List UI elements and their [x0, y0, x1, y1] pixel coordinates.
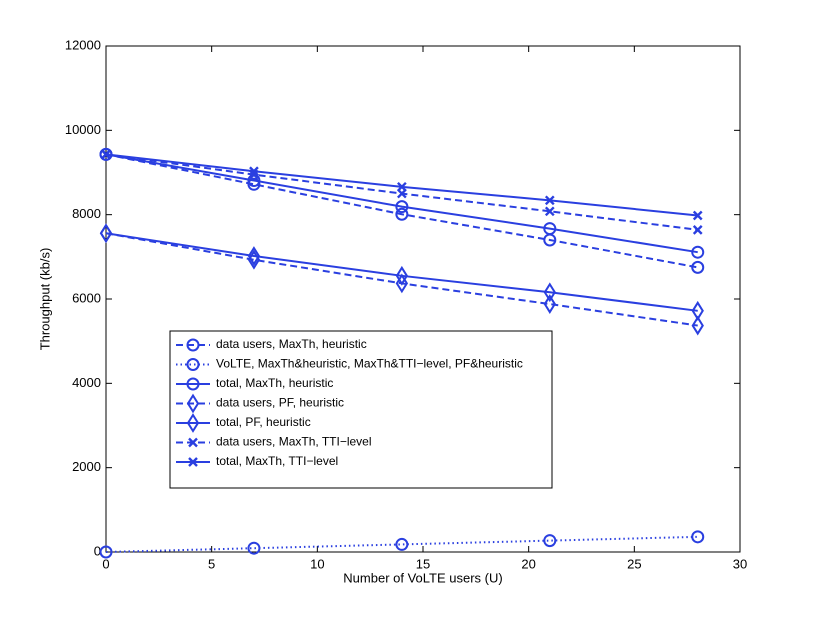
marker — [543, 294, 556, 314]
legend-label: data users, MaxTh, TTI−level — [216, 435, 372, 449]
marker — [544, 195, 555, 206]
marker — [247, 177, 261, 191]
legend: data users, MaxTh, heuristic VoLTE, MaxTh… — [169, 330, 553, 489]
marker — [397, 181, 407, 192]
marker — [395, 273, 409, 294]
marker — [543, 534, 557, 548]
marker — [691, 530, 705, 544]
marker — [692, 224, 703, 235]
marker — [691, 300, 704, 321]
marker — [247, 541, 261, 555]
marker — [395, 207, 409, 221]
y-axis-label: Throughput (kb/s) — [37, 248, 52, 351]
x-axis-label: Number of VoLTE users (U) — [343, 570, 502, 585]
legend-label: total, MaxTh, heuristic — [216, 376, 333, 390]
legend-label: data users, PF, heuristic — [216, 396, 344, 410]
marker — [395, 200, 409, 214]
y-tick-label: 10000 — [65, 122, 101, 137]
line — [105, 232, 698, 312]
marker — [395, 265, 409, 286]
legend-box — [169, 330, 553, 489]
marker — [691, 245, 705, 259]
legend-marker — [186, 413, 200, 433]
y-tick-label: 4000 — [72, 375, 101, 390]
y-tick-label: 0 — [94, 543, 101, 558]
x-tick-label: 10 — [310, 556, 324, 571]
marker — [544, 206, 555, 217]
y-tick-label: 2000 — [72, 459, 101, 474]
legend-marker — [186, 358, 200, 371]
legend-marker — [186, 338, 200, 352]
x-tick-label: 25 — [627, 556, 641, 571]
legend-label: total, PF, heuristic — [216, 415, 311, 429]
marker — [692, 210, 703, 221]
line — [105, 153, 698, 254]
x-tick-label: 30 — [733, 556, 747, 571]
marker — [99, 545, 113, 559]
line — [105, 153, 698, 269]
legend-marker — [186, 393, 200, 414]
legend-marker — [188, 437, 198, 448]
marker — [543, 282, 556, 303]
legend-marker — [188, 457, 198, 467]
marker — [395, 537, 409, 551]
y-tick-label: 8000 — [72, 206, 101, 221]
marker — [543, 222, 557, 236]
x-tick-label: 0 — [102, 556, 109, 571]
x-tick-label: 15 — [416, 556, 430, 571]
legend-label: VoLTE, MaxTh&heuristic, MaxTh&TTI−level,… — [216, 357, 523, 371]
y-tick-label: 12000 — [65, 37, 101, 52]
x-tick-label: 5 — [208, 556, 215, 571]
marker — [247, 246, 261, 266]
y-tick-label: 6000 — [72, 290, 101, 305]
legend-label: total, MaxTh, TTI−level — [216, 454, 338, 468]
marker — [691, 315, 704, 336]
marker — [691, 260, 705, 274]
marker — [99, 223, 113, 244]
legend-label: data users, MaxTh, heuristic — [216, 337, 367, 351]
legend-marker — [186, 377, 200, 391]
marker — [249, 166, 259, 177]
marker — [101, 149, 111, 160]
x-tick-label: 20 — [521, 556, 535, 571]
